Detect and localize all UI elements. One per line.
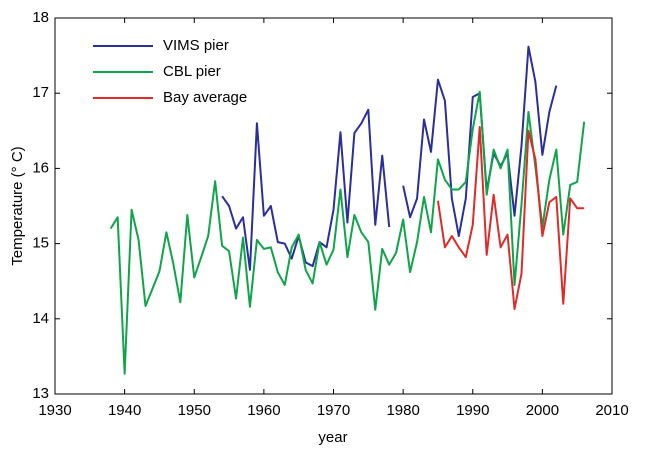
y-tick-label: 14	[32, 310, 49, 327]
x-tick-label: 1970	[317, 402, 350, 419]
x-tick-label: 1930	[38, 402, 71, 419]
y-tick-label: 16	[32, 159, 49, 176]
x-tick-label: 1940	[108, 402, 141, 419]
y-tick-label: 13	[32, 385, 49, 402]
y-tick-label: 15	[32, 235, 49, 252]
x-tick-label: 1990	[456, 402, 489, 419]
y-tick-label: 17	[32, 84, 49, 101]
x-tick-label: 2000	[526, 402, 559, 419]
x-tick-label: 1980	[386, 402, 419, 419]
legend-label: CBL pier	[163, 63, 221, 80]
legend-label: Bay average	[163, 89, 247, 106]
x-tick-label: 1950	[178, 402, 211, 419]
x-tick-label: 1960	[247, 402, 280, 419]
x-tick-label: 2010	[595, 402, 628, 419]
series-line	[436, 126, 585, 311]
legend-label: VIMS pier	[163, 37, 229, 54]
y-tick-label: 18	[32, 9, 49, 26]
x-axis-label: year	[318, 429, 347, 446]
series-line	[109, 90, 586, 375]
y-axis-label: Temperature (° C)	[9, 146, 26, 265]
